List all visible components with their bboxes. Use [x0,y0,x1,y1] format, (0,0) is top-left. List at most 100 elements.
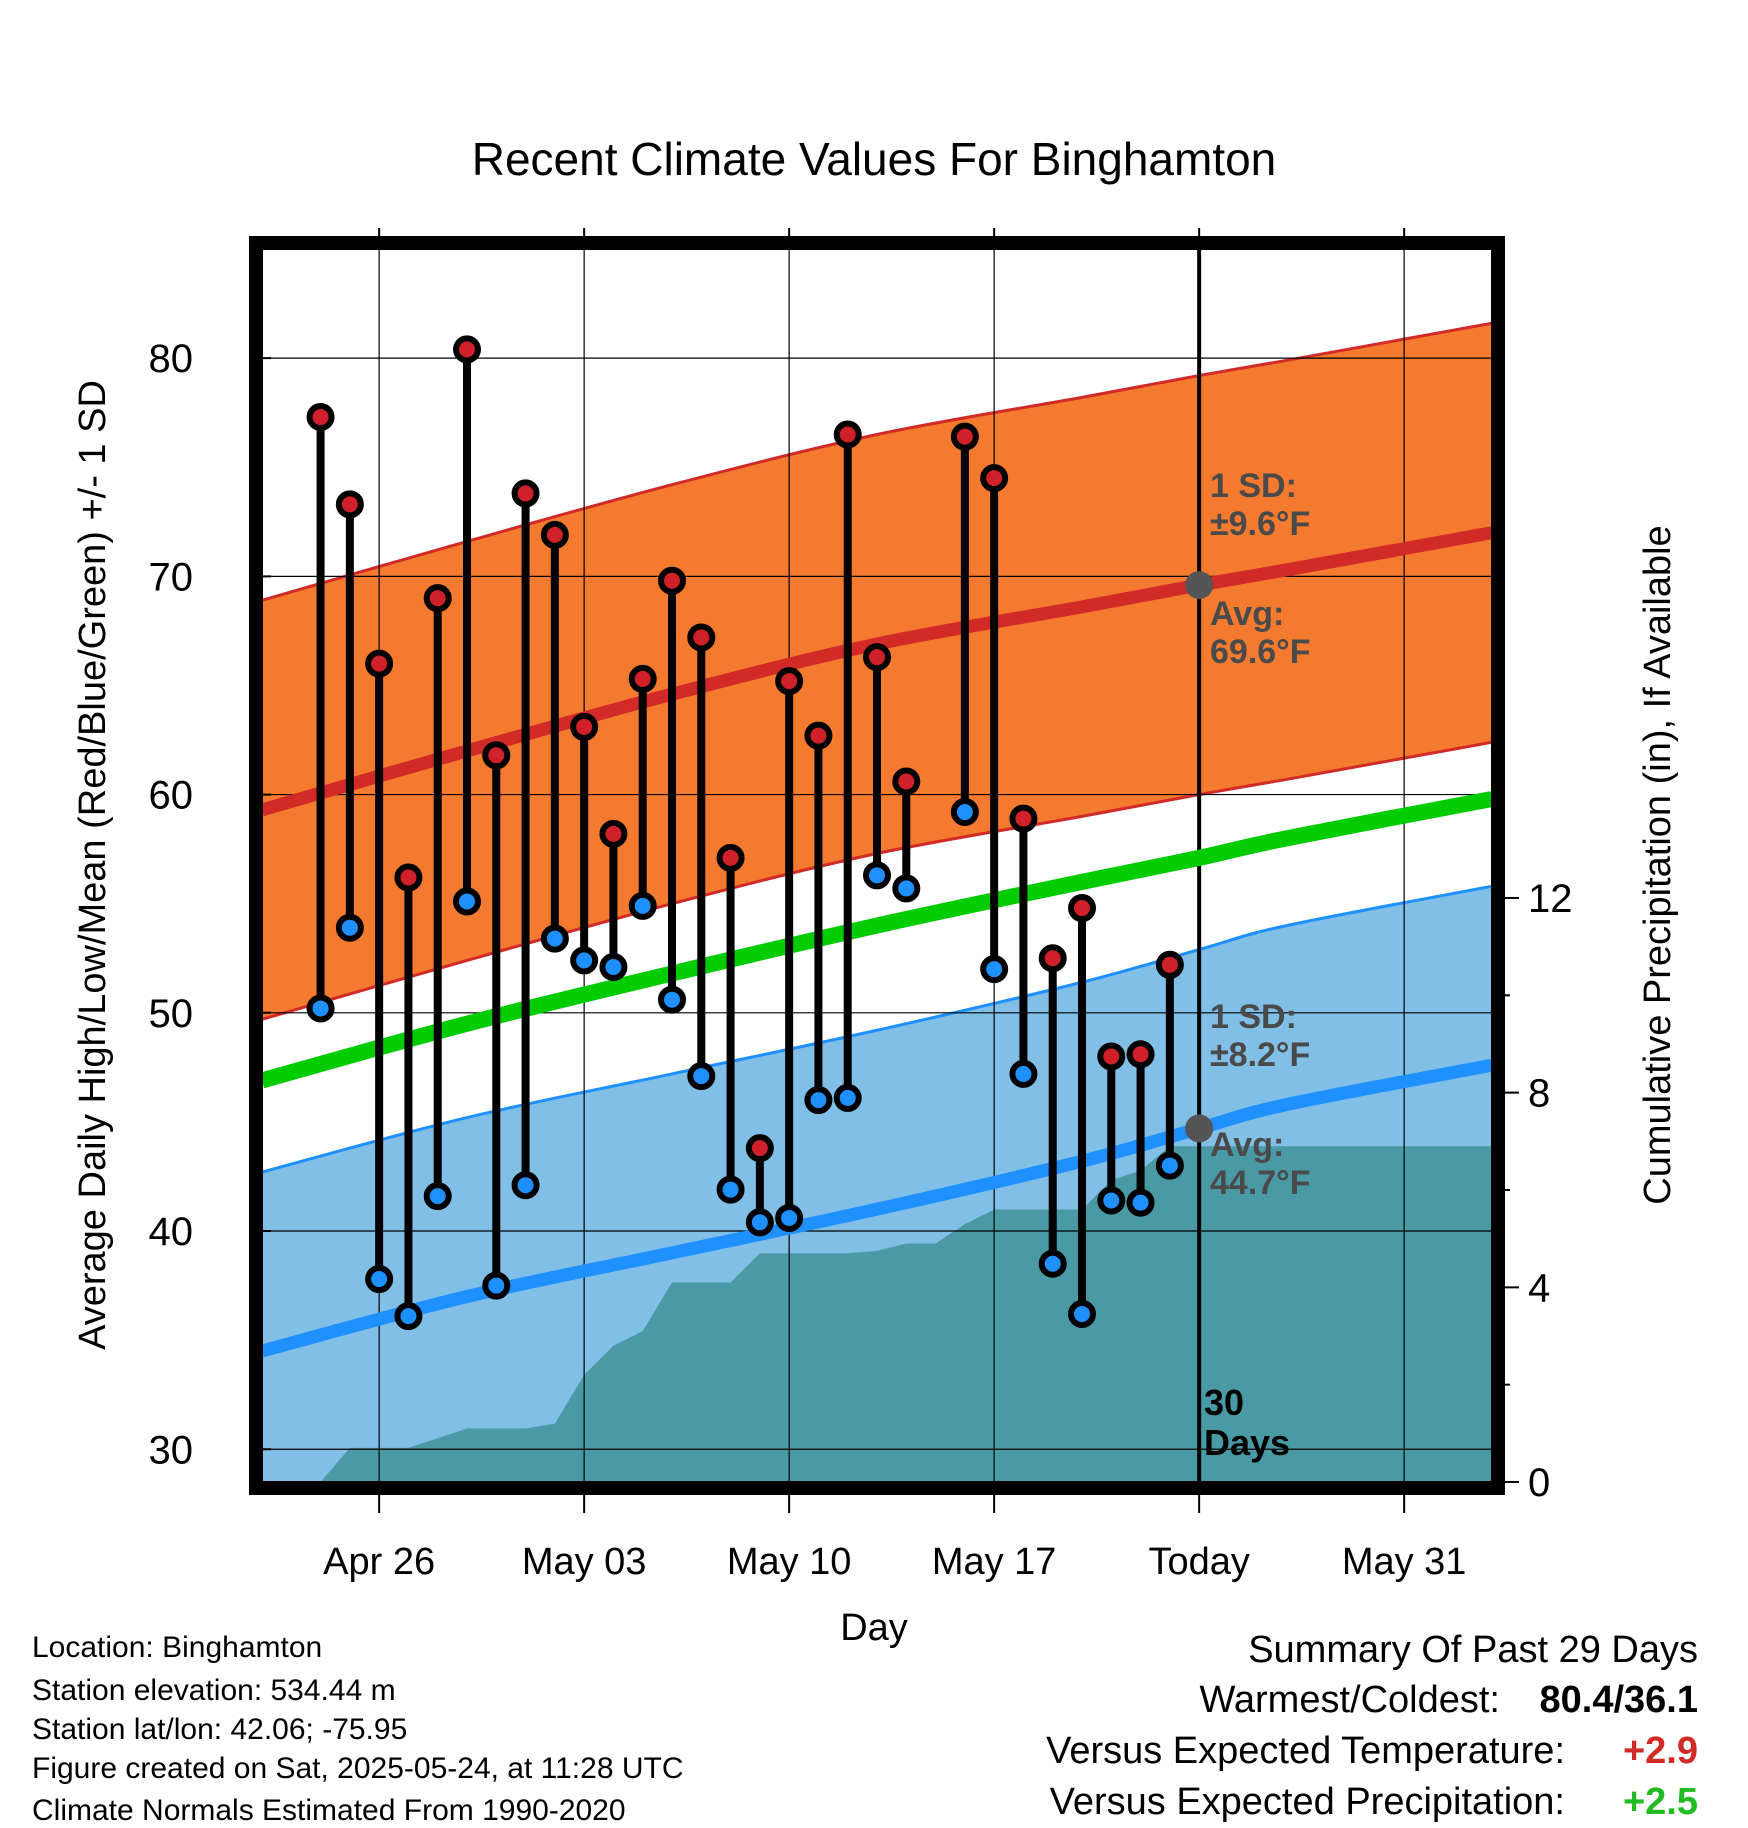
axes: 30 40 50 60 70 80 0 4 8 12 Apr 26 May 03 May 10 May 1… [149,228,1573,1583]
daily-high-point [804,721,833,750]
footer-elevation: Station elevation: 534.44 m [32,1674,396,1707]
summary-precip-label: Versus Expected Precipitation: [1050,1781,1565,1823]
high-band-upper-edge [262,321,1492,602]
footer-normals: Climate Normals Estimated From 1990-2020 [32,1794,626,1827]
low-band-upper-edge [262,884,1492,1174]
y-tick-label-right: 0 [1528,1461,1550,1505]
daily-high-point [1068,894,1096,923]
daily-high-point [335,490,364,519]
daily-low-point [511,1171,540,1200]
daily-high-point [365,649,394,678]
daily-low-point [453,887,481,916]
summary-precip-value: +2.5 [1623,1781,1698,1823]
daily-low-point [482,1271,511,1300]
low-sd-annotation-line-2: ±8.2°F [1210,1036,1310,1074]
low-sd-band [262,886,1492,1482]
y-tick-label-left: 50 [149,992,194,1036]
y-tick-label-right: 8 [1528,1072,1550,1116]
daily-high-point [306,403,335,432]
x-tick-label: May 31 [1342,1541,1467,1583]
daily-low-point [775,1203,804,1232]
y-tick-label-left: 80 [149,337,194,381]
high-sd-annotation-line-1: 1 SD: [1210,467,1297,505]
daily-high-point [1038,944,1067,973]
x-tick-label: May 10 [727,1541,852,1583]
high-sd-annotation-line-2: ±9.6°F [1210,505,1310,543]
summary-temp-value: +2.9 [1623,1730,1698,1772]
daily-high-point [423,584,452,613]
today-low-avg-marker [1185,1114,1214,1143]
summary-warm-cold-label: Warmest/Coldest: [1199,1679,1500,1721]
y-tick-label-left: 70 [149,555,194,599]
daily-low-point [1155,1151,1184,1180]
normal-high-line [262,526,1492,817]
daily-high-point [628,664,657,693]
high-band-lower-edge [262,740,1492,1021]
daily-high-point [950,422,979,451]
daily-low-point [863,861,891,890]
normal-low-line [262,1058,1492,1358]
summary-panel: Summary Of Past 29 Days Warmest/Coldest:… [1046,1629,1698,1823]
daily-high-point [1009,804,1038,833]
daily-low-point [950,798,979,827]
summary-title: Summary Of Past 29 Days [1248,1629,1698,1671]
y-tick-label-right: 4 [1528,1266,1550,1310]
daily-low-point [394,1302,423,1331]
daily-low-point [1126,1188,1155,1217]
y-tick-label-right: 12 [1528,877,1573,921]
cumulative-precip-area [262,1146,1492,1482]
daily-high-point [716,843,745,872]
x-tick-label: May 17 [932,1541,1057,1583]
daily-low-point [540,924,569,953]
daily-low-point [1097,1186,1126,1215]
daily-high-point [980,464,1009,493]
y-tick-label-left: 60 [149,774,194,818]
daily-low-point [1068,1299,1096,1328]
daily-high-point [1155,950,1184,979]
footer-location: Location: Binghamton [32,1631,322,1664]
normal-mean-line [262,791,1492,1089]
footer-latlon: Station lat/lon: 42.06; -75.95 [32,1713,407,1746]
daily-low-point [335,913,364,942]
daily-low-point [658,985,686,1014]
high-avg-annotation-line-1: Avg: [1210,595,1284,633]
daily-high-point [482,741,511,770]
y-axis-label-right: Cumulative Precipitation (in), If Availa… [1637,525,1679,1204]
x-axis-label: Day [840,1607,908,1649]
daily-low-point [423,1182,452,1211]
summary-warm-cold-value: 80.4/36.1 [1540,1679,1698,1721]
daily-low-point [628,891,657,920]
daily-low-point [1009,1059,1038,1088]
daily-high-point [658,566,686,595]
daily-low-point [833,1083,862,1112]
daily-high-point [511,479,540,508]
daily-low-point [687,1062,716,1091]
low-avg-annotation-line-1: Avg: [1210,1126,1284,1164]
daily-high-point [833,420,862,449]
daily-low-point [892,874,921,903]
plot-frame [249,236,1505,1495]
high-avg-annotation-line-2: 69.6°F [1210,633,1311,671]
daily-high-point [745,1134,774,1163]
daily-high-point [570,712,599,741]
daily-high-point [394,863,423,892]
footer-info: Location: Binghamton Station elevation: … [32,1631,684,1827]
daily-high-point [687,623,716,652]
daily-low-point [365,1265,394,1294]
daily-high-point [863,643,891,672]
daily-high-point [1097,1042,1126,1071]
y-tick-label-left: 40 [149,1210,194,1254]
daily-low-point [570,946,599,975]
daily-low-point [716,1175,745,1204]
today-high-avg-marker [1185,571,1214,600]
daily-low-point [306,994,335,1023]
daily-high-point [892,767,921,796]
daily-low-point [745,1208,774,1237]
daily-low-point [980,955,1009,984]
x-tick-label: Apr 26 [323,1541,435,1583]
footer-created: Figure created on Sat, 2025-05-24, at 11… [32,1752,684,1785]
y-axis-label-left: Average Daily High/Low/Mean (Red/Blue/Gr… [72,380,114,1350]
daily-observations [306,335,1184,1331]
